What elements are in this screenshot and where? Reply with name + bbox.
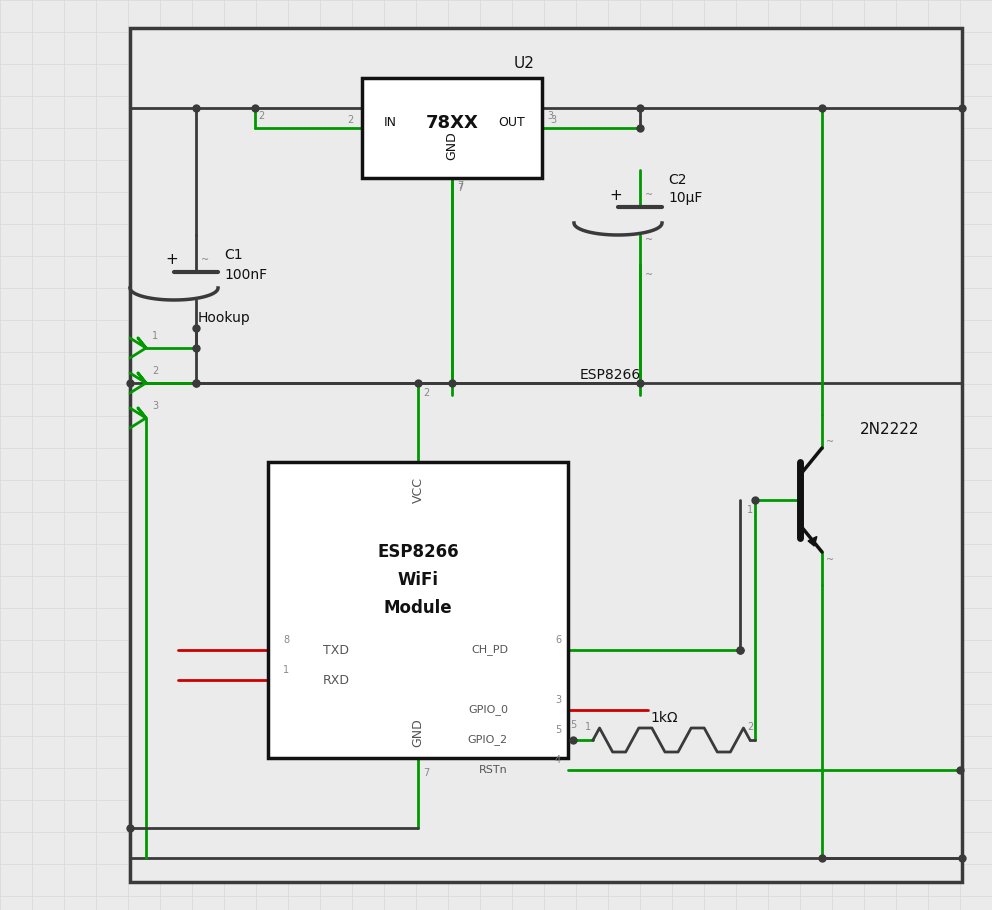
Text: 3: 3 [152,401,158,411]
Text: TXD: TXD [323,643,349,656]
Text: 2: 2 [152,366,159,376]
Text: 2N2222: 2N2222 [860,422,920,438]
Text: GPIO_0: GPIO_0 [468,704,508,715]
Bar [130,28,962,882]
Text: 7: 7 [457,181,463,191]
Text: WiFi: WiFi [398,571,438,589]
Text: Hookup: Hookup [198,311,251,325]
Text: GND: GND [412,719,425,747]
Text: C2: C2 [668,173,686,187]
Text: 3: 3 [547,111,554,121]
Text: Module: Module [384,599,452,617]
Text: C1: C1 [224,248,243,262]
Text: U2: U2 [514,56,535,72]
Text: 3: 3 [550,115,557,125]
Text: 6: 6 [555,635,561,645]
Text: 100nF: 100nF [224,268,267,282]
Text: 7: 7 [423,768,430,778]
Polygon shape [808,537,816,546]
Bar [362,78,542,178]
Text: 7: 7 [457,183,463,193]
Text: 78XX: 78XX [426,114,478,132]
Text: 5: 5 [569,720,576,730]
Text: +: + [609,187,622,203]
Text: IN: IN [384,116,397,129]
Text: +: + [166,252,178,268]
Text: 1: 1 [585,722,591,732]
Text: GND: GND [445,131,458,160]
Text: CH_PD: CH_PD [471,644,508,655]
Text: ~: ~ [645,270,653,280]
Text: ESP8266: ESP8266 [580,368,641,382]
Text: 1: 1 [747,505,753,515]
Text: ESP8266: ESP8266 [377,543,459,561]
Text: OUT: OUT [499,116,526,129]
Text: ~: ~ [645,190,653,200]
Text: 5: 5 [555,725,561,735]
Bar [268,462,568,758]
Text: ~: ~ [645,235,653,245]
Text: RXD: RXD [323,673,350,686]
Text: ~: ~ [826,437,834,447]
Text: 4: 4 [555,755,561,765]
Text: 8: 8 [283,635,289,645]
Text: 1: 1 [283,665,289,675]
Text: 10μF: 10μF [668,191,702,205]
Text: 1: 1 [152,331,158,341]
Text: 2: 2 [747,722,753,732]
Text: 2: 2 [258,111,264,121]
Text: GPIO_2: GPIO_2 [468,734,508,745]
Text: ~: ~ [826,555,834,565]
Text: 1kΩ: 1kΩ [650,711,678,725]
Text: 2: 2 [348,115,354,125]
Text: 3: 3 [555,695,561,705]
Text: VCC: VCC [412,477,425,503]
Text: ~: ~ [201,255,209,265]
Text: RSTn: RSTn [479,765,508,775]
Text: 2: 2 [423,388,430,398]
